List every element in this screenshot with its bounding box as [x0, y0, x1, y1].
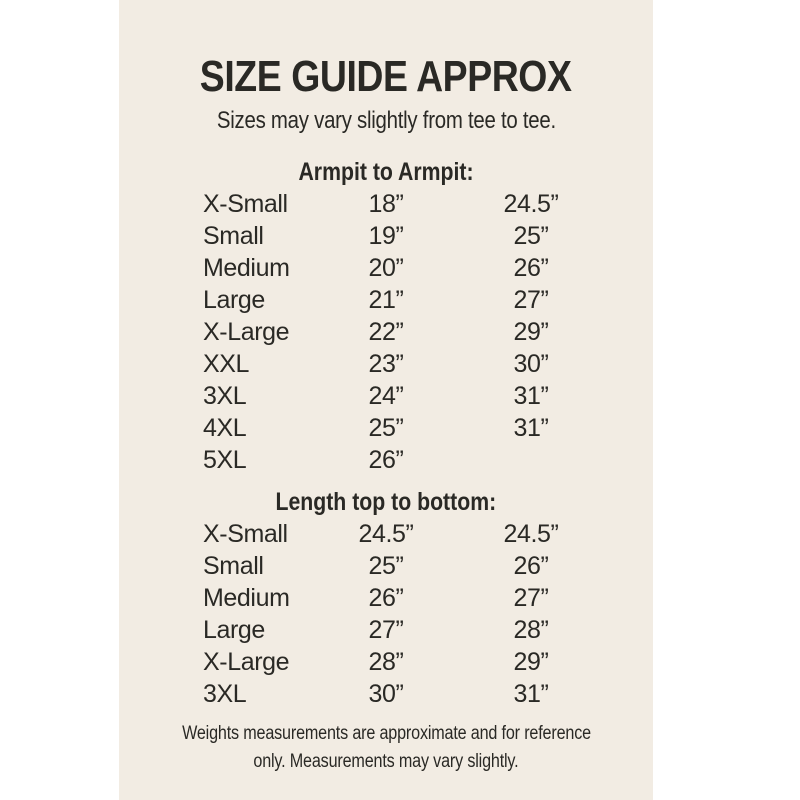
- size-label: 3XL: [203, 381, 247, 410]
- page-subtitle-text: Sizes may vary slightly from tee to tee.: [216, 107, 556, 134]
- measurement-2: 24.5”: [503, 189, 559, 218]
- measurement-1: 26”: [368, 583, 404, 612]
- table-row: Large 27” 28”: [119, 614, 653, 646]
- measurement-1: 24.5”: [358, 519, 414, 548]
- measurement-1: 18”: [368, 189, 404, 218]
- table-row: Small 25” 26”: [119, 550, 653, 582]
- table-row: Large 21” 27”: [119, 284, 653, 316]
- table-row: 3XL 30” 31”: [119, 678, 653, 710]
- measurement-2: 26”: [513, 551, 549, 580]
- measurement-1: 25”: [368, 551, 404, 580]
- measurement-2: 26”: [513, 253, 549, 282]
- disclaimer-line-1: Weights measurements are approximate and…: [119, 720, 653, 748]
- size-label: Medium: [203, 583, 290, 612]
- table-row: X-Small 18” 24.5”: [119, 188, 653, 220]
- size-label: X-Large: [203, 317, 290, 346]
- size-label: X-Small: [203, 519, 288, 548]
- size-label: Small: [203, 551, 264, 580]
- measurement-2: 27”: [513, 583, 549, 612]
- measurement-1: 24”: [368, 381, 404, 410]
- section-heading-length-text: Length top to bottom:: [275, 488, 497, 516]
- length-size-table: X-Small 24.5” 24.5” Small 25” 26” Medium…: [119, 518, 653, 710]
- size-label: X-Small: [203, 189, 288, 218]
- table-row: Medium 26” 27”: [119, 582, 653, 614]
- measurement-1: 27”: [368, 615, 404, 644]
- measurement-2: 28”: [513, 615, 549, 644]
- measurement-1: 30”: [368, 679, 404, 708]
- section-heading-armpit: Armpit to Armpit:: [119, 156, 653, 188]
- page-title-text: SIZE GUIDE APPROX: [200, 52, 572, 101]
- measurement-1: 28”: [368, 647, 404, 676]
- measurement-2: 24.5”: [503, 519, 559, 548]
- size-label: Large: [203, 285, 265, 314]
- measurement-2: 29”: [513, 317, 549, 346]
- disclaimer: Weights measurements are approximate and…: [119, 720, 653, 776]
- size-label: X-Large: [203, 647, 290, 676]
- disclaimer-line-1-text: Weights measurements are approximate and…: [181, 723, 591, 744]
- size-label: Large: [203, 615, 265, 644]
- measurement-1: 25”: [368, 413, 404, 442]
- measurement-2: 31”: [513, 381, 549, 410]
- measurement-2: 31”: [513, 679, 549, 708]
- section-heading-armpit-text: Armpit to Armpit:: [298, 158, 474, 186]
- table-row: Small 19” 25”: [119, 220, 653, 252]
- size-label: XXL: [203, 349, 250, 378]
- measurement-2: 31”: [513, 413, 549, 442]
- table-row: X-Large 28” 29”: [119, 646, 653, 678]
- table-row: XXL 23” 30”: [119, 348, 653, 380]
- size-label: 3XL: [203, 679, 247, 708]
- table-row: X-Small 24.5” 24.5”: [119, 518, 653, 550]
- measurement-1: 22”: [368, 317, 404, 346]
- size-label: Medium: [203, 253, 290, 282]
- measurement-2: 30”: [513, 349, 549, 378]
- size-label: 4XL: [203, 413, 247, 442]
- section-heading-length: Length top to bottom:: [119, 486, 653, 518]
- measurement-2: 29”: [513, 647, 549, 676]
- table-row: X-Large 22” 29”: [119, 316, 653, 348]
- size-label: 5XL: [203, 445, 247, 474]
- measurement-2: 27”: [513, 285, 549, 314]
- table-row: Medium 20” 26”: [119, 252, 653, 284]
- table-row: 4XL 25” 31”: [119, 412, 653, 444]
- size-guide-panel: SIZE GUIDE APPROX Sizes may vary slightl…: [119, 0, 653, 800]
- page-subtitle: Sizes may vary slightly from tee to tee.: [119, 106, 653, 136]
- table-row: 3XL 24” 31”: [119, 380, 653, 412]
- disclaimer-line-2-text: only. Measurements may vary slightly.: [253, 751, 519, 772]
- disclaimer-line-2: only. Measurements may vary slightly.: [119, 748, 653, 776]
- table-row: 5XL 26”: [119, 444, 653, 476]
- measurement-1: 21”: [368, 285, 404, 314]
- size-label: Small: [203, 221, 264, 250]
- measurement-1: 20”: [368, 253, 404, 282]
- measurement-1: 23”: [368, 349, 404, 378]
- measurement-1: 26”: [368, 445, 404, 474]
- armpit-size-table: X-Small 18” 24.5” Small 19” 25” Medium 2…: [119, 188, 653, 476]
- measurement-2: 25”: [513, 221, 549, 250]
- page-title: SIZE GUIDE APPROX: [119, 54, 653, 100]
- measurement-1: 19”: [368, 221, 404, 250]
